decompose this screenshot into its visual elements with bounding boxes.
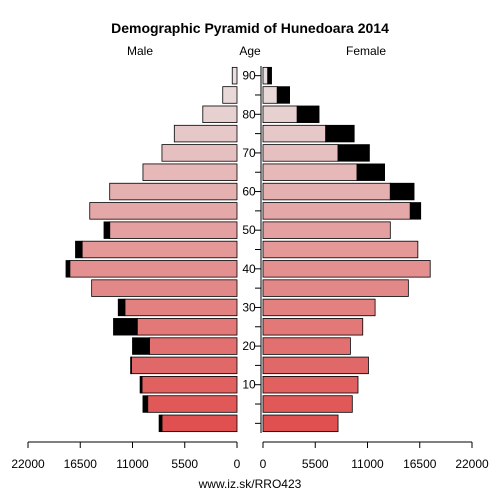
- female-bar-55-59: [262, 202, 411, 220]
- male-bar-80-84: [202, 105, 238, 123]
- female-bar-85-89: [262, 86, 278, 104]
- male-excess-45-49: [75, 240, 83, 259]
- male-bar-40-44: [69, 260, 238, 278]
- female-excess-75-79: [325, 124, 355, 143]
- female-excess-55-59: [409, 202, 422, 220]
- male-bar-10-14: [141, 376, 238, 394]
- female-bar-75-79: [262, 124, 327, 143]
- male-bar-20-24: [149, 337, 238, 355]
- female-excess-85-89: [276, 86, 290, 104]
- axes: 22000 16500 11000 5500 0 0 5500 11000 16500 22000…: [11, 66, 489, 471]
- male-bar-60-64: [109, 182, 238, 201]
- male-excess-10-14: [139, 376, 143, 394]
- age-tick-label: 20: [242, 339, 256, 353]
- male-excess-15-19: [130, 356, 132, 375]
- female-bar-90+: [262, 66, 269, 85]
- female-x-tick-label: 16500: [403, 457, 437, 471]
- female-x-tick-label: 22000: [455, 457, 489, 471]
- male-bar-35-39: [91, 279, 238, 297]
- age-header: Age: [239, 44, 261, 58]
- male-x-tick-label: 22000: [11, 457, 45, 471]
- male-bar-30-34: [124, 298, 238, 317]
- age-tick-label: 40: [242, 262, 256, 276]
- female-bar-60-64: [262, 182, 391, 201]
- male-bar-75-79: [173, 124, 238, 143]
- age-tick-label: 50: [242, 223, 256, 237]
- female-x-tick-label: 5500: [302, 457, 329, 471]
- male-bar-55-59: [89, 202, 238, 220]
- male-bar-45-49: [81, 240, 238, 259]
- female-excess-65-69: [356, 163, 385, 181]
- age-tick-label: 80: [242, 107, 256, 121]
- female-bars: [262, 66, 431, 433]
- male-excess-20-24: [132, 337, 151, 355]
- female-bar-50-54: [262, 221, 391, 239]
- female-bar-5-9: [262, 395, 353, 413]
- female-excess-80-84: [296, 105, 320, 123]
- male-x-tick-label: 11000: [116, 457, 149, 471]
- male-excess-40-44: [65, 260, 71, 278]
- male-bars: [65, 66, 238, 433]
- age-tick-label: 10: [242, 378, 256, 392]
- male-bar-5-9: [147, 395, 238, 413]
- male-excess-5-9: [142, 395, 149, 413]
- male-bar-65-69: [142, 163, 238, 181]
- female-x-tick-label: 0: [260, 457, 267, 471]
- female-bar-15-19: [262, 356, 369, 375]
- female-bar-25-29: [262, 318, 364, 336]
- male-bar-50-54: [109, 221, 238, 239]
- male-bar-25-29: [136, 318, 238, 336]
- male-bar-85-89: [222, 86, 238, 104]
- male-header: Male: [127, 44, 153, 58]
- female-excess-70-74: [337, 144, 370, 162]
- male-bar-90+: [231, 66, 238, 85]
- male-bar-0-4: [161, 414, 238, 433]
- female-bar-0-4: [262, 414, 339, 433]
- female-bar-45-49: [262, 240, 419, 259]
- female-bar-10-14: [262, 376, 359, 394]
- age-tick-label: 90: [242, 69, 256, 83]
- male-x-tick-label: 16500: [64, 457, 98, 471]
- female-bar-70-74: [262, 144, 339, 162]
- female-bar-65-69: [262, 163, 358, 181]
- age-tick-label: 70: [242, 146, 256, 160]
- female-bar-35-39: [262, 279, 409, 297]
- male-x-tick-label: 0: [234, 457, 241, 471]
- female-header: Female: [346, 44, 386, 58]
- female-bar-30-34: [262, 298, 376, 317]
- female-bar-40-44: [262, 260, 431, 278]
- age-tick-label: 60: [242, 185, 256, 199]
- male-bar-70-74: [161, 144, 238, 162]
- female-x-tick-label: 11000: [351, 457, 384, 471]
- male-bar-15-19: [131, 356, 238, 375]
- female-excess-90+: [267, 66, 272, 85]
- male-excess-25-29: [113, 318, 138, 336]
- male-excess-50-54: [103, 221, 111, 239]
- female-bar-80-84: [262, 105, 298, 123]
- female-excess-60-64: [389, 182, 415, 201]
- age-tick-label: 30: [242, 300, 256, 314]
- source-footer: www.iz.sk/RRO423: [198, 477, 302, 491]
- chart-title: Demographic Pyramid of Hunedoara 2014: [111, 20, 389, 36]
- male-x-tick-label: 5500: [171, 457, 198, 471]
- male-excess-30-34: [117, 298, 126, 317]
- female-bar-20-24: [262, 337, 351, 355]
- male-excess-0-4: [158, 414, 163, 433]
